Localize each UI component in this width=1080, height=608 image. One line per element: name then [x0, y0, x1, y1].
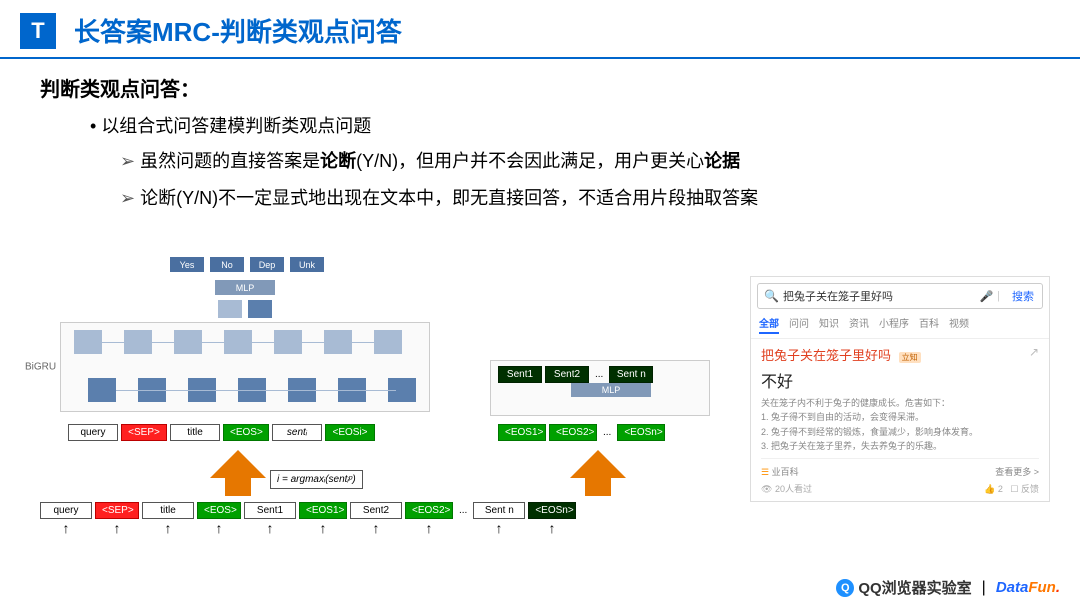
search-button[interactable]: 搜索	[1004, 288, 1042, 304]
open-icon[interactable]: ↗	[1029, 345, 1039, 359]
argmax-formula: i = argmaxᵢ(sentᵢᵖ)	[270, 470, 363, 489]
eos-token: <EOSn>	[617, 424, 665, 441]
up-arrow-right	[570, 450, 626, 478]
dots: ...	[600, 427, 614, 438]
mlp-right: MLP	[571, 383, 651, 397]
token-eos: <EOS2>	[405, 502, 453, 519]
token: Sent n	[473, 502, 525, 519]
tab[interactable]: 资讯	[849, 315, 869, 334]
qq-icon: Q	[836, 579, 854, 597]
sent-token: Sent n	[609, 366, 653, 383]
eos-token: <EOS1>	[498, 424, 546, 441]
token-eos: <EOS>	[223, 424, 269, 441]
token-sep: <SEP>	[95, 502, 139, 519]
token: Sent1	[244, 502, 296, 519]
eos-token: <EOS2>	[549, 424, 597, 441]
token: Sent2	[350, 502, 402, 519]
answer-point-1: 1. 兔子得不到自由的活动，会变得呆滞。	[761, 410, 1039, 424]
token-eos: <EOS1>	[299, 502, 347, 519]
answer-text: 不好	[761, 368, 1039, 392]
sent-token: Sent1	[498, 366, 542, 383]
input-token-row: query <SEP> title <EOS> Sent1 <EOS1> Sen…	[40, 502, 576, 519]
qq-lab-logo: Q QQ浏览器实验室	[836, 577, 971, 598]
bullet-list: 以组合式问答建模判断类观点问题 虽然问题的直接答案是论断(Y/N)，但用户并不会…	[40, 112, 1040, 212]
footer: Q QQ浏览器实验室 | DataFun.	[836, 577, 1060, 598]
token-eos: <EOSi>	[325, 424, 375, 441]
mic-icon[interactable]: 🎤	[979, 290, 997, 303]
bullet-sub-1: 虽然问题的直接答案是论断(Y/N)，但用户并不会因此满足，用户更关心论据	[90, 148, 1040, 175]
dots: ...	[456, 505, 470, 516]
pool-right	[248, 300, 272, 318]
tab[interactable]: 知识	[819, 315, 839, 334]
datafun-logo: DataFun.	[996, 579, 1060, 596]
cls-dep: Dep	[250, 257, 284, 272]
feedback-link[interactable]: ☐ 反馈	[1010, 484, 1039, 494]
result-tag: 立知	[899, 352, 921, 363]
search-result: 把兔子关在笼子里好吗 立知 ↗ 不好 关在笼子内不利于兔子的健康成长。危害如下：…	[751, 339, 1049, 501]
section-subtitle: 判断类观点问答：	[40, 73, 1040, 102]
bullet-sub-2: 论断(Y/N)不一定显式地出现在文本中，即无直接回答，不适合用片段抽取答案	[90, 185, 1040, 212]
bigru-label: BiGRU	[25, 362, 56, 373]
model-diagram: Yes No Dep Unk MLP BiGRU query <SEP> tit…	[20, 252, 720, 532]
cls-no: No	[210, 257, 244, 272]
slide-header: T 长答案MRC-判断类观点问答	[0, 0, 1080, 57]
sent-token: Sent2	[545, 366, 589, 383]
search-icon: 🔍	[758, 289, 779, 303]
search-input[interactable]: 把兔子关在笼子里好吗	[779, 284, 979, 308]
tab[interactable]: 视频	[949, 315, 969, 334]
gru-link	[116, 390, 396, 391]
search-bar: 🔍 把兔子关在笼子里好吗 🎤 | 搜索	[757, 283, 1043, 309]
tab-all[interactable]: 全部	[759, 315, 779, 334]
token-eos: <EOSn>	[528, 502, 576, 519]
answer-point-2: 2. 兔子得不到经常的锻炼，食量减少，影响身体发育。	[761, 425, 1039, 439]
token: sentᵢ	[272, 424, 322, 441]
slide-title: 长答案MRC-判断类观点问答	[74, 12, 402, 49]
token: title	[170, 424, 220, 441]
content-area: 判断类观点问答： 以组合式问答建模判断类观点问题 虽然问题的直接答案是论断(Y/…	[0, 73, 1080, 212]
tab[interactable]: 小程序	[879, 315, 909, 334]
sent-row-bot: <EOS1> <EOS2> ... <EOSn>	[498, 424, 665, 441]
mlp-top: MLP	[215, 280, 275, 295]
token-sep: <SEP>	[121, 424, 167, 441]
brand-icon: T	[20, 13, 56, 49]
token-eos: <EOS>	[197, 502, 241, 519]
token: query	[40, 502, 92, 519]
result-source: ☰ 业百科 查看更多 >	[761, 458, 1039, 478]
answer-desc: 关在笼子内不利于兔子的健康成长。危害如下：	[761, 396, 1039, 410]
token: query	[68, 424, 118, 441]
search-tabs: 全部 问问 知识 资讯 小程序 百科 视频	[751, 315, 1049, 339]
cls-yes: Yes	[170, 257, 204, 272]
tab[interactable]: 问问	[789, 315, 809, 334]
result-title[interactable]: 把兔子关在笼子里好吗 立知 ↗	[761, 345, 1039, 364]
like-button[interactable]: 👍 2	[984, 484, 1003, 494]
result-footer: 👁 20人看过 👍 2 ☐ 反馈	[761, 478, 1039, 495]
cls-unk: Unk	[290, 257, 324, 272]
dots: ...	[592, 369, 606, 380]
gru-cell	[88, 378, 116, 402]
token: title	[142, 502, 194, 519]
mid-token-row: query <SEP> title <EOS> sentᵢ <EOSi>	[68, 424, 375, 441]
search-result-card: 🔍 把兔子关在笼子里好吗 🎤 | 搜索 全部 问问 知识 资讯 小程序 百科 视…	[750, 276, 1050, 502]
tab[interactable]: 百科	[919, 315, 939, 334]
header-divider	[0, 57, 1080, 59]
more-link[interactable]: 查看更多 >	[995, 465, 1039, 478]
up-arrow-left	[210, 450, 266, 478]
answer-point-3: 3. 把兔子关在笼子里养，失去养兔子的乐趣。	[761, 439, 1039, 453]
bullet-main: 以组合式问答建模判断类观点问题	[90, 112, 1040, 138]
pool-left	[218, 300, 242, 318]
gru-cell	[74, 330, 102, 354]
gru-link	[102, 342, 382, 343]
input-arrows: ↑↑ ↑↑ ↑↑ ↑↑ ↑↑	[40, 520, 576, 536]
sent-row-top: Sent1 Sent2 ... Sent n	[498, 366, 653, 383]
